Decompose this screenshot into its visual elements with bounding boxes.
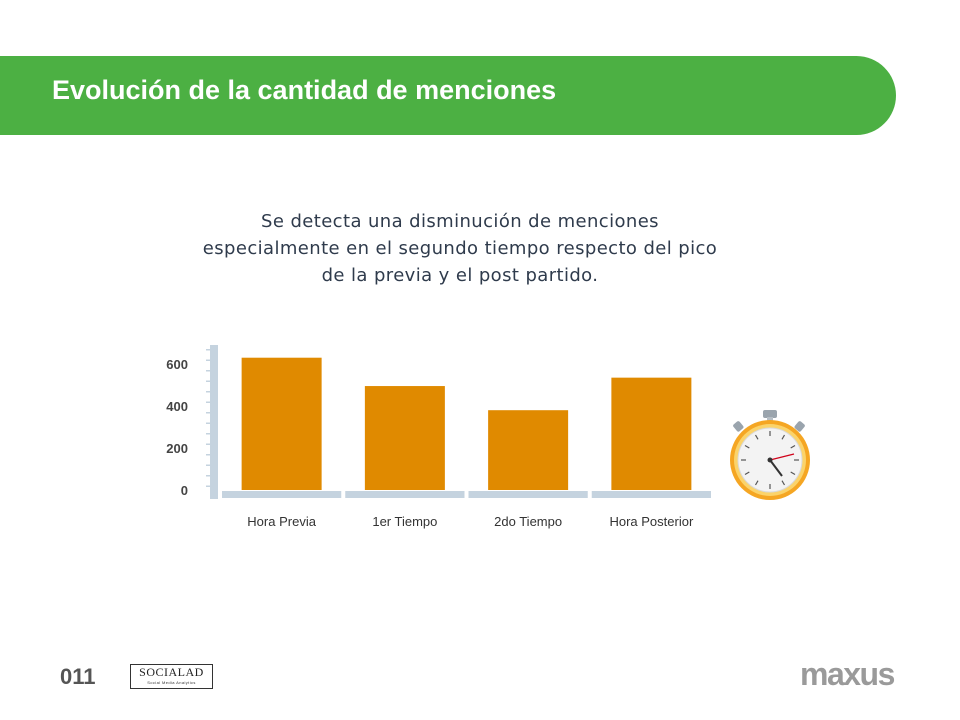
- y-axis-minor-tick: [206, 359, 210, 361]
- x-axis-segment: [345, 491, 465, 498]
- bar-hora-previa: [241, 357, 322, 490]
- maxus-logo: maxus: [800, 656, 895, 692]
- y-axis-minor-tick: [206, 454, 210, 456]
- x-tick-label: 2do Tiempo: [494, 514, 562, 529]
- socialad-logo: SOCIALAD Social Media Analytics: [130, 664, 213, 689]
- y-axis-minor-tick: [206, 443, 210, 445]
- bar-chart: 0 200 400 600 Hora Previa 1er Tiempo 2do Tiemp…: [166, 345, 711, 529]
- y-axis-minor-tick: [206, 380, 210, 382]
- y-axis-minor-tick: [206, 412, 210, 414]
- stopwatch-icon: [730, 410, 810, 500]
- y-axis-minor-tick: [206, 485, 210, 487]
- y-axis-minor-tick: [206, 370, 210, 372]
- y-axis-minor-tick: [206, 433, 210, 435]
- page-title: Evolución de la cantidad de menciones: [52, 75, 557, 105]
- y-axis-minor-tick: [206, 475, 210, 477]
- subtitle-text: Se detecta una disminución de menciones …: [120, 208, 800, 289]
- y-axis-minor-tick: [206, 349, 210, 351]
- y-tick-label: 400: [166, 399, 188, 414]
- bar-2do-tiempo: [488, 410, 569, 490]
- x-axis-segment: [222, 491, 342, 498]
- bar-1er-tiempo: [364, 386, 445, 490]
- page-number: 011: [60, 664, 96, 689]
- y-axis-minor-tick: [206, 391, 210, 393]
- subtitle-line-2: especialmente en el segundo tiempo respe…: [202, 238, 718, 259]
- socialad-logo-name: SOCIALAD: [139, 665, 204, 679]
- bar-hora-posterior: [611, 377, 692, 490]
- x-tick-label: 1er Tiempo: [372, 514, 437, 529]
- x-axis-segment: [591, 491, 711, 498]
- y-axis-minor-tick: [206, 401, 210, 403]
- x-tick-label: Hora Previa: [247, 514, 316, 529]
- y-tick-label: 200: [166, 441, 188, 456]
- y-tick-label: 600: [166, 357, 188, 372]
- x-axis-segment: [468, 491, 588, 498]
- x-tick-label: Hora Posterior: [609, 514, 693, 529]
- y-axis-minor-tick: [206, 464, 210, 466]
- subtitle-line-1: Se detecta una disminución de menciones: [261, 211, 659, 232]
- socialad-logo-tagline: Social Media Analytics: [147, 680, 196, 685]
- y-axis-minor-tick: [206, 422, 210, 424]
- y-tick-label: 0: [181, 483, 188, 498]
- header-banner: [0, 56, 896, 135]
- y-axis-band: [210, 345, 218, 499]
- subtitle-line-3: de la previa y el post partido.: [321, 265, 599, 286]
